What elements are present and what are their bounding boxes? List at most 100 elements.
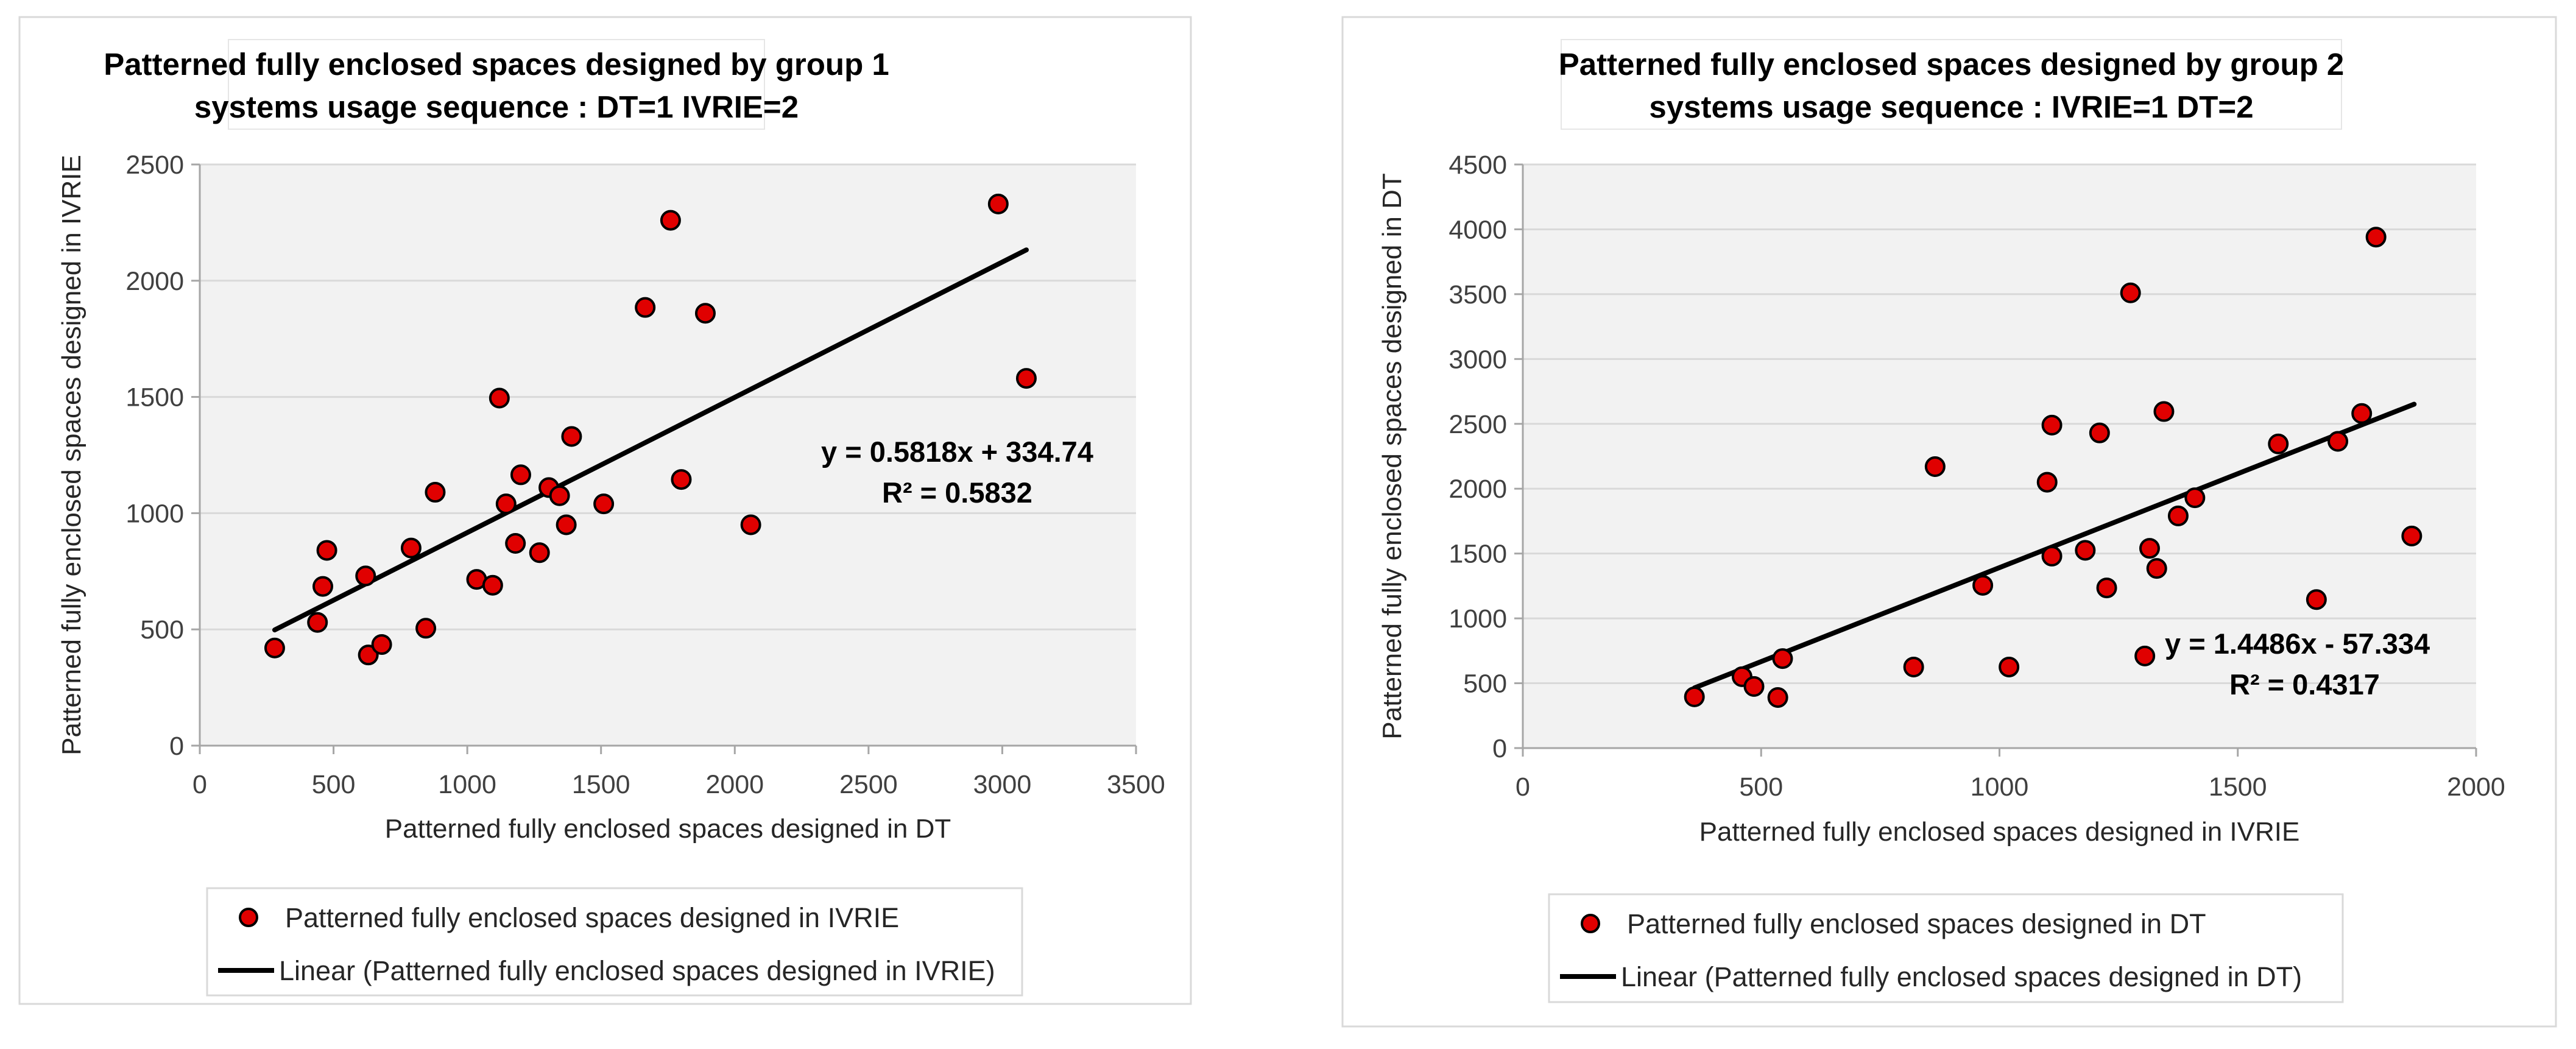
x-tick-label: 2500 — [839, 770, 898, 799]
data-point — [2351, 403, 2373, 424]
data-point — [358, 645, 379, 666]
data-point — [1743, 676, 1765, 697]
x-tick-label: 1000 — [438, 770, 496, 799]
data-point — [694, 303, 716, 324]
y-tick-label: 4000 — [1449, 215, 1507, 244]
legend-box — [206, 887, 1023, 997]
chart-title-line-2: systems usage sequence : DT=1 IVRIE=2 — [194, 90, 799, 124]
data-point — [2120, 282, 2141, 303]
data-point — [307, 612, 328, 633]
data-point — [2139, 538, 2160, 559]
data-point — [671, 469, 692, 490]
y-tick-label: 500 — [140, 615, 184, 645]
data-point — [1999, 656, 2020, 677]
data-point — [2365, 227, 2387, 248]
data-point — [561, 426, 582, 447]
data-point — [1772, 648, 1793, 669]
x-tick-label: 1000 — [1971, 772, 2029, 802]
y-tick-label: 3500 — [1449, 280, 1507, 309]
data-point — [264, 637, 285, 659]
x-tick-label: 1500 — [2209, 772, 2267, 802]
data-point — [1015, 368, 1037, 389]
chart-title-line-2: systems usage sequence : IVRIE=1 DT=2 — [1649, 90, 2253, 124]
y-tick-label: 1500 — [125, 383, 184, 412]
y-tick-label: 1000 — [125, 499, 184, 528]
data-point — [312, 576, 334, 597]
data-point — [400, 537, 422, 559]
data-point — [660, 210, 681, 231]
legend-label-points: Patterned fully enclosed spaces designed… — [285, 902, 899, 933]
legend-marker-points — [239, 908, 258, 927]
title-box — [1561, 39, 2342, 130]
data-point — [495, 493, 517, 515]
x-axis-label: Patterned fully enclosed spaces designed… — [385, 814, 951, 844]
data-point — [2306, 589, 2327, 610]
y-axis-label: Patterned fully enclosed spaces designed… — [57, 155, 86, 755]
data-point — [1924, 456, 1946, 478]
x-axis-label: Patterned fully enclosed spaces designed… — [1699, 817, 2300, 847]
data-point — [1767, 687, 1788, 708]
trendline — [272, 247, 1029, 633]
data-point — [635, 297, 656, 318]
data-point — [987, 193, 1009, 214]
data-point — [510, 464, 531, 486]
chart-group-1: 0 500 1000 1500 2000 2500 0 500 1000 1500 2000 2500… — [18, 16, 1192, 1005]
legend-label-trendline: Linear (Patterned fully enclosed spaces … — [1621, 961, 2302, 992]
trend-r-squared: R² = 0.5832 — [882, 476, 1032, 509]
data-point — [549, 485, 570, 506]
data-point — [593, 493, 615, 515]
x-tick-label: 1500 — [572, 770, 630, 799]
x-tick-label: 2000 — [2447, 772, 2505, 802]
data-point — [505, 533, 526, 554]
data-point — [556, 514, 577, 535]
data-point — [2153, 401, 2175, 422]
y-tick-label: 3000 — [1449, 345, 1507, 374]
y-tick-label: 2500 — [1449, 410, 1507, 439]
legend-label-trendline: Linear (Patterned fully enclosed spaces … — [279, 955, 995, 986]
legend-box — [1548, 893, 2344, 1003]
data-point — [1903, 656, 1924, 677]
data-point — [2146, 558, 2167, 579]
data-point — [425, 482, 446, 503]
plot-area — [1523, 164, 2476, 748]
chart-group-2: 0 500 1000 1500 2000 2500 3000 3500 4000 4500 0 500… — [1341, 16, 2557, 1028]
x-tick-label: 0 — [1516, 772, 1530, 802]
y-tick-label: 1500 — [1449, 540, 1507, 569]
trend-r-squared: R² = 0.4317 — [2229, 668, 2380, 701]
plot-area — [200, 164, 1136, 746]
data-point — [415, 618, 437, 639]
data-point — [2401, 525, 2422, 546]
data-point — [2089, 422, 2110, 443]
trendline — [1692, 401, 2417, 691]
data-point — [2167, 505, 2189, 526]
chart-title-line-1: Patterned fully enclosed spaces designed… — [104, 47, 889, 82]
y-tick-label: 0 — [169, 732, 184, 761]
y-tick-label: 2500 — [125, 150, 184, 180]
y-tick-label: 1000 — [1449, 604, 1507, 634]
data-point — [2327, 431, 2349, 452]
data-point — [2134, 645, 2156, 666]
x-tick-label: 500 — [1739, 772, 1783, 802]
legend-marker-points — [1581, 914, 1600, 933]
trend-equation: y = 1.4486x - 57.334 — [2165, 627, 2430, 660]
x-tick-label: 3500 — [1107, 770, 1165, 799]
data-point — [355, 565, 376, 587]
x-tick-label: 3000 — [973, 770, 1032, 799]
x-tick-label: 0 — [192, 770, 207, 799]
chart-title-line-1: Patterned fully enclosed spaces designed… — [1559, 47, 2345, 82]
data-point — [529, 542, 550, 563]
data-point — [740, 514, 761, 535]
legend-label-points: Patterned fully enclosed spaces designed… — [1627, 908, 2206, 939]
data-point — [489, 387, 510, 409]
y-tick-label: 0 — [1492, 734, 1507, 763]
y-tick-label: 2000 — [125, 267, 184, 296]
data-point — [2184, 487, 2206, 509]
data-point — [316, 540, 337, 561]
data-point — [2036, 472, 2058, 493]
y-axis-label: Patterned fully enclosed spaces designed… — [1377, 173, 1407, 739]
data-point — [371, 634, 392, 655]
y-tick-label: 2000 — [1449, 475, 1507, 504]
x-tick-label: 2000 — [705, 770, 764, 799]
data-point — [1972, 574, 1994, 596]
